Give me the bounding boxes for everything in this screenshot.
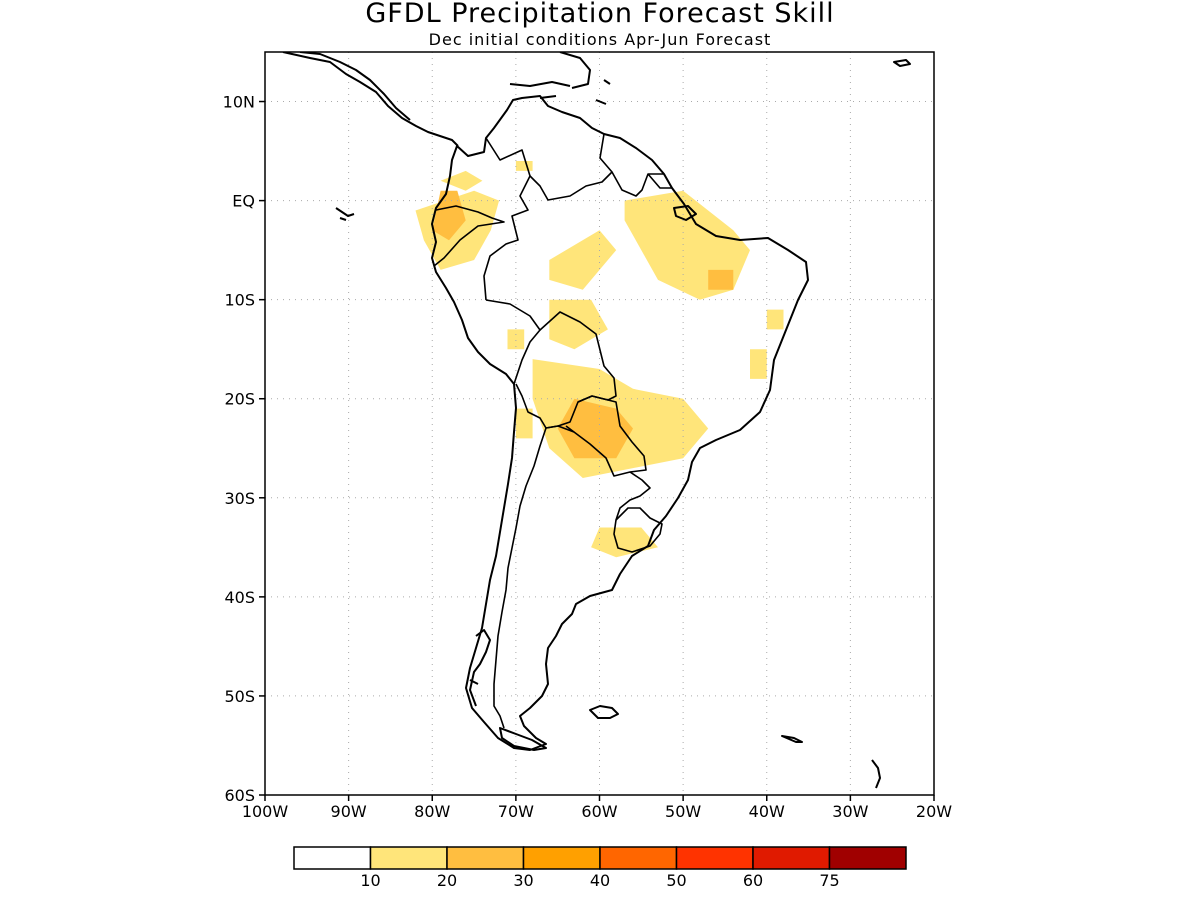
- caribbean-islands: [509, 52, 611, 105]
- central-america-coastline: [282, 52, 459, 147]
- legend-label: 75: [819, 871, 839, 890]
- legend-label: 40: [590, 871, 610, 890]
- lat-tick-label: EQ: [232, 192, 255, 211]
- guianas-border: [611, 171, 672, 197]
- lon-tick-label: 60W: [581, 802, 617, 821]
- legend-label: 20: [437, 871, 457, 890]
- coastlines: [282, 52, 911, 789]
- south-america-coastline: [431, 95, 809, 751]
- legend-label: 10: [360, 871, 380, 890]
- galapagos-islands: [335, 207, 355, 221]
- argentina-chile-border: [493, 427, 547, 729]
- skill-region-14: [507, 329, 525, 350]
- lat-tick-label: 40S: [224, 588, 255, 607]
- skill-region-8: [549, 299, 608, 350]
- lon-tick-label: 40W: [749, 802, 785, 821]
- lat-tick-label: 50S: [224, 687, 255, 706]
- lon-tick-label: 100W: [242, 802, 289, 821]
- lon-tick-label: 50W: [665, 802, 701, 821]
- legend-swatch: [752, 846, 831, 870]
- lat-tick-label: 10N: [223, 93, 255, 112]
- map-body: [265, 52, 934, 795]
- paraguay-border: [565, 395, 647, 477]
- skill-region-6: [708, 269, 734, 290]
- page-subtitle: Dec initial conditions Apr-Jun Forecast: [429, 30, 772, 49]
- tierra-del-fuego: [499, 727, 547, 751]
- country-borders: [433, 133, 672, 729]
- south-sandwich-islands: [871, 759, 881, 789]
- legend-swatch: [293, 846, 372, 870]
- lat-tick-label: 10S: [224, 291, 255, 310]
- falkland-islands: [589, 705, 619, 719]
- lon-tick-label: 70W: [498, 802, 534, 821]
- lon-tick-label: 90W: [331, 802, 367, 821]
- lat-tick-label: 60S: [224, 786, 255, 805]
- legend-swatch: [675, 846, 754, 870]
- argentina-north-border: [545, 425, 651, 521]
- longitude-axis: 100W 90W 80W 70W 60W 50W 40W 30W 20W: [242, 795, 952, 821]
- skill-region-2: [440, 170, 483, 191]
- lon-tick-label: 30W: [832, 802, 868, 821]
- skill-regions: [415, 161, 784, 558]
- skill-region-13: [591, 527, 658, 558]
- atlantic-islet: [893, 59, 911, 67]
- uruguay-border: [613, 507, 663, 553]
- page-title: GFDL Precipitation Forecast Skill: [365, 0, 834, 29]
- trinidad-marajo-island: [673, 205, 697, 221]
- skill-region-3: [515, 161, 533, 171]
- lon-tick-label: 20W: [916, 802, 952, 821]
- legend-swatch: [369, 846, 448, 870]
- legend-label: 50: [666, 871, 686, 890]
- skill-region-4: [549, 230, 617, 290]
- ecuador-peru-border: [433, 205, 505, 267]
- legend-swatch: [599, 846, 678, 870]
- skill-region-12: [515, 408, 533, 439]
- legend-label: 60: [743, 871, 763, 890]
- chiloe-archipelago: [469, 629, 491, 707]
- legend-label: 30: [513, 871, 533, 890]
- south-georgia: [781, 735, 803, 743]
- legend-swatch: [522, 846, 601, 870]
- lat-tick-label: 20S: [224, 390, 255, 409]
- legend-swatch: [828, 846, 907, 870]
- latitude-axis: 10N EQ 10S 20S 30S 40S 50S 60S: [223, 93, 265, 805]
- skill-region-7: [766, 309, 784, 330]
- skill-region-9: [750, 349, 767, 379]
- lon-tick-label: 80W: [414, 802, 450, 821]
- legend-swatch: [446, 846, 525, 870]
- colombia-border: [483, 137, 531, 301]
- lat-tick-label: 30S: [224, 489, 255, 508]
- color-legend: 10 20 30 40 50 60 75: [293, 846, 907, 890]
- skill-region-11: [557, 398, 633, 459]
- venezuela-guyana-border: [529, 133, 613, 201]
